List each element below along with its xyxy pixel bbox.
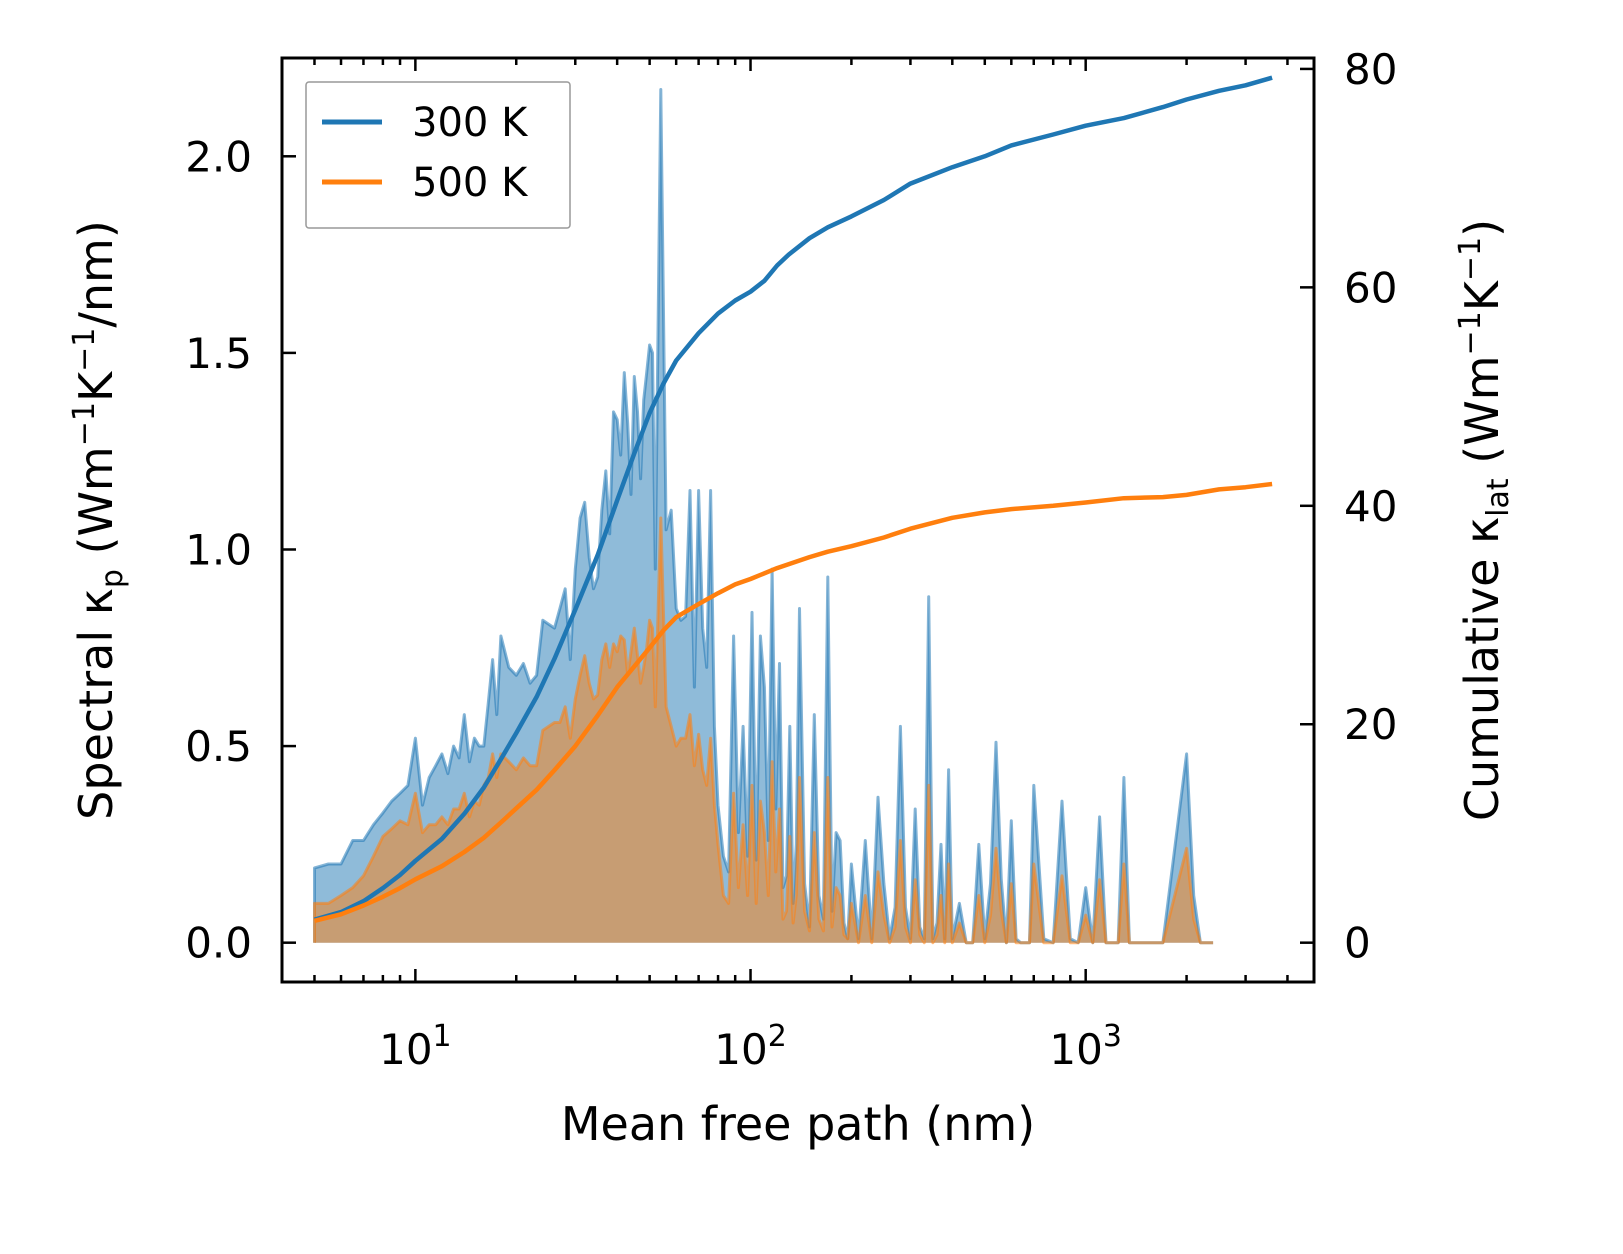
x-axis-label: Mean free path (nm) bbox=[561, 1097, 1035, 1151]
plot-frame bbox=[280, 56, 1316, 984]
y-right-tick-label: 60 bbox=[1344, 263, 1397, 312]
y-axis-label-left: Spectral κp (Wm−1K−1/nm) bbox=[67, 220, 130, 820]
x-tick-label: 102 bbox=[714, 1019, 787, 1074]
y-axis-label-right: Cumulative κlat (Wm−1K−1) bbox=[1453, 219, 1516, 821]
y-right-tick-label: 20 bbox=[1344, 700, 1397, 749]
legend-label-300k: 300 K bbox=[412, 100, 529, 146]
y-left-label-suffix: /nm) bbox=[69, 220, 123, 327]
y-left-label-sup1: −1 bbox=[67, 402, 102, 446]
y-left-label-sub: p bbox=[95, 569, 130, 588]
legend: 300 K 500 K bbox=[305, 81, 571, 229]
y-left-tick-label: 2.0 bbox=[185, 132, 252, 181]
y-left-label-sup2: −1 bbox=[67, 328, 102, 372]
y-right-label-prefix: (Wm bbox=[1455, 355, 1509, 478]
y-right-label-suffix: ) bbox=[1455, 219, 1509, 237]
y-left-tick-label: 0.0 bbox=[185, 919, 252, 968]
x-tick-label-base: 10 bbox=[1049, 1025, 1102, 1074]
y-right-tick-label: 40 bbox=[1344, 482, 1397, 531]
y-right-label-sub: lat bbox=[1481, 478, 1516, 517]
y-right-label-mid: K bbox=[1455, 279, 1509, 311]
y-left-label-mid: K bbox=[69, 370, 123, 402]
x-tick-label-exp: 2 bbox=[768, 1019, 787, 1054]
y-right-label-sup2: −1 bbox=[1453, 237, 1488, 281]
legend-box bbox=[305, 81, 571, 229]
y-right-label-sup1: −1 bbox=[1453, 311, 1488, 355]
y-right-tick-label: 0 bbox=[1344, 919, 1371, 968]
legend-label-500k: 500 K bbox=[412, 160, 529, 206]
y-left-tick-label: 0.5 bbox=[185, 722, 252, 771]
x-tick-label: 101 bbox=[379, 1019, 452, 1074]
cumulative-line-0 bbox=[313, 75, 1273, 922]
x-tick-label-base: 10 bbox=[714, 1025, 767, 1074]
y-left-label-base: Spectral κ bbox=[69, 588, 123, 820]
cumulative-line-1 bbox=[313, 481, 1273, 923]
y-left-tick-label: 1.5 bbox=[185, 329, 252, 378]
x-tick-label-base: 10 bbox=[379, 1025, 432, 1074]
x-tick-label-exp: 3 bbox=[1103, 1019, 1122, 1054]
y-right-tick-label: 80 bbox=[1344, 45, 1397, 94]
x-tick-label-exp: 1 bbox=[433, 1019, 452, 1054]
y-left-label-prefix: (Wm bbox=[69, 446, 123, 569]
y-left-tick-label: 1.0 bbox=[185, 525, 252, 574]
y-right-label-base: Cumulative κ bbox=[1455, 517, 1509, 821]
x-tick-label: 103 bbox=[1049, 1019, 1122, 1074]
cumulative-line-layer bbox=[313, 75, 1273, 923]
